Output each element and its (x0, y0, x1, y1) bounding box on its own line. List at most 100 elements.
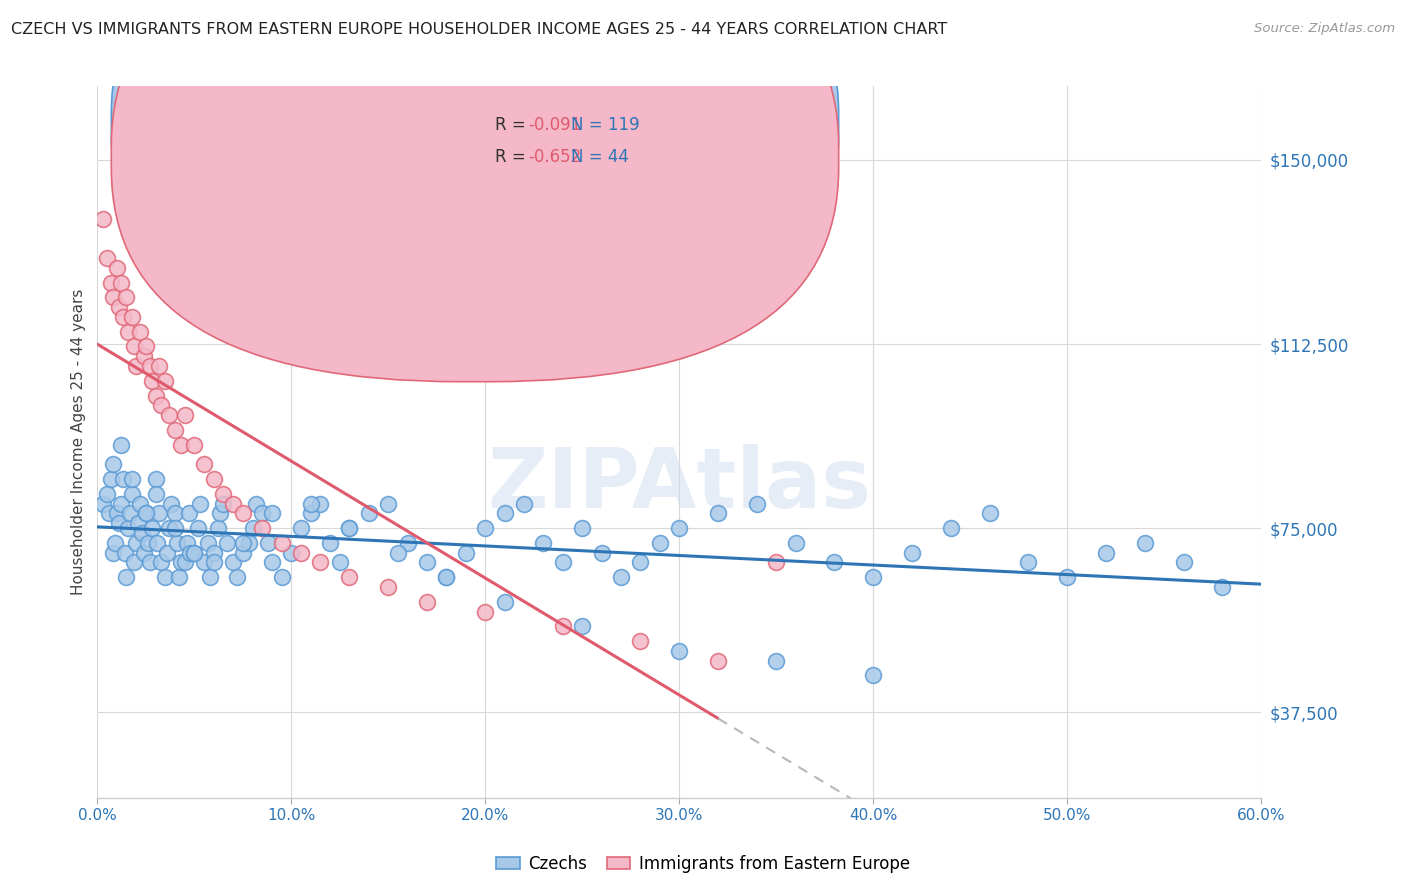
Point (551, 556, 574, 570)
Point (121, 310, 143, 324)
Point (250, 507, 273, 521)
Point (901, 546, 924, 560)
Point (138, 359, 160, 373)
Point (377, 580, 399, 594)
Point (1056, 570, 1078, 584)
Point (198, 570, 221, 584)
Point (1017, 556, 1039, 570)
Point (707, 507, 730, 521)
Point (416, 595, 439, 609)
Point (188, 497, 211, 511)
Point (339, 570, 361, 584)
Point (270, 570, 292, 584)
Point (250, 521, 273, 535)
Point (173, 408, 195, 422)
Point (208, 507, 231, 521)
Point (127, 516, 149, 531)
Point (170, 438, 193, 452)
Point (610, 570, 633, 584)
Point (823, 556, 845, 570)
Point (150, 398, 173, 412)
Point (183, 546, 205, 560)
Point (648, 536, 671, 550)
Point (226, 570, 249, 584)
Point (101, 290, 124, 304)
Point (197, 536, 219, 550)
Point (111, 472, 134, 486)
Point (232, 546, 254, 560)
Point (114, 546, 136, 560)
Point (232, 536, 254, 550)
Point (707, 654, 730, 668)
Point (222, 497, 245, 511)
Point (160, 497, 183, 511)
Point (135, 339, 157, 353)
Point (156, 546, 179, 560)
Point (122, 339, 145, 353)
Point (100, 472, 122, 486)
Text: ZIPAtlas: ZIPAtlas (488, 444, 872, 525)
Point (745, 497, 768, 511)
Point (1133, 536, 1156, 550)
Point (260, 507, 283, 521)
Point (115, 570, 138, 584)
Text: -0.091: -0.091 (527, 116, 581, 134)
Point (177, 507, 200, 521)
Point (222, 556, 245, 570)
Text: Source: ZipAtlas.com: Source: ZipAtlas.com (1254, 22, 1395, 36)
FancyBboxPatch shape (111, 0, 838, 350)
Point (150, 556, 173, 570)
Point (120, 507, 142, 521)
Point (591, 546, 613, 560)
Point (339, 521, 361, 535)
Point (121, 487, 143, 501)
Point (148, 359, 170, 373)
Point (187, 521, 209, 535)
Point (111, 310, 134, 324)
Point (101, 546, 124, 560)
Point (862, 570, 884, 584)
Point (132, 546, 155, 560)
Point (163, 507, 186, 521)
Point (212, 497, 235, 511)
Point (329, 556, 352, 570)
Point (377, 497, 399, 511)
Point (129, 497, 152, 511)
Point (183, 438, 205, 452)
Point (202, 472, 225, 486)
Point (163, 521, 186, 535)
Point (260, 556, 283, 570)
Point (141, 521, 163, 535)
Point (357, 507, 380, 521)
Point (765, 654, 787, 668)
Point (765, 556, 787, 570)
Point (155, 570, 177, 584)
Point (107, 300, 129, 314)
Point (145, 388, 167, 402)
Point (110, 276, 132, 290)
Point (157, 521, 180, 535)
Point (533, 536, 555, 550)
Point (105, 260, 128, 275)
Text: R =: R = (495, 116, 531, 134)
Point (163, 423, 186, 437)
Point (299, 507, 322, 521)
Point (339, 521, 361, 535)
Point (138, 556, 160, 570)
Point (309, 556, 332, 570)
Point (125, 359, 148, 373)
Text: N = 44: N = 44 (571, 148, 628, 166)
Point (145, 472, 167, 486)
Point (148, 507, 170, 521)
Point (170, 556, 193, 570)
Point (104, 536, 127, 550)
Point (100, 276, 122, 290)
Point (416, 556, 439, 570)
Point (939, 521, 962, 535)
Point (125, 536, 148, 550)
Point (436, 570, 458, 584)
Point (121, 472, 143, 486)
Point (630, 634, 652, 648)
Point (91, 211, 114, 226)
Point (668, 521, 690, 535)
